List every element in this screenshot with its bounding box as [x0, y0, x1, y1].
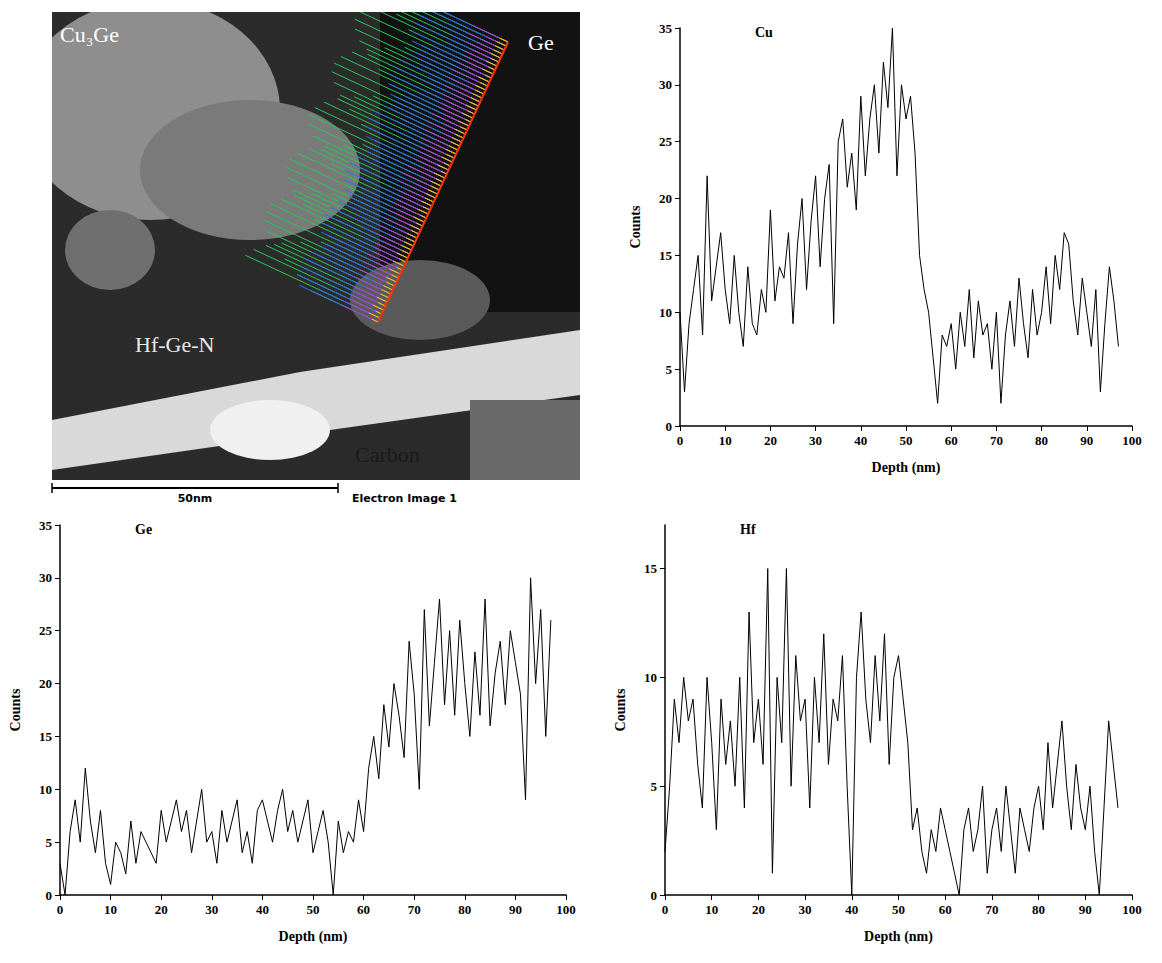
svg-text:0: 0	[57, 902, 64, 917]
svg-text:90: 90	[509, 902, 522, 917]
svg-text:20: 20	[39, 676, 52, 691]
svg-text:30: 30	[39, 570, 52, 585]
svg-text:0: 0	[677, 433, 684, 448]
svg-text:25: 25	[659, 134, 673, 149]
svg-text:20: 20	[752, 902, 765, 917]
svg-text:0: 0	[46, 888, 53, 903]
svg-text:Counts: Counts	[613, 688, 628, 731]
svg-text:Counts: Counts	[628, 205, 643, 248]
svg-text:60: 60	[357, 902, 370, 917]
svg-text:10: 10	[39, 782, 52, 797]
svg-text:35: 35	[659, 21, 673, 36]
svg-text:0: 0	[651, 888, 658, 903]
svg-text:10: 10	[104, 902, 117, 917]
svg-text:70: 70	[985, 902, 998, 917]
svg-text:40: 40	[845, 902, 858, 917]
svg-text:5: 5	[46, 835, 53, 850]
svg-text:30: 30	[205, 902, 218, 917]
svg-text:70: 70	[990, 433, 1003, 448]
svg-text:50: 50	[307, 902, 320, 917]
svg-text:5: 5	[666, 362, 673, 377]
svg-text:10: 10	[705, 902, 718, 917]
svg-text:30: 30	[809, 433, 822, 448]
svg-text:10: 10	[644, 670, 657, 685]
svg-text:Electron Image 1: Electron Image 1	[352, 492, 457, 505]
svg-text:25: 25	[39, 623, 53, 638]
svg-text:80: 80	[1035, 433, 1048, 448]
svg-text:70: 70	[408, 902, 421, 917]
svg-text:40: 40	[256, 902, 269, 917]
svg-text:15: 15	[659, 248, 673, 263]
svg-text:20: 20	[659, 191, 672, 206]
svg-text:35: 35	[39, 518, 53, 533]
svg-text:60: 60	[939, 902, 952, 917]
svg-text:Carbon: Carbon	[355, 442, 420, 467]
svg-text:Counts: Counts	[8, 688, 23, 731]
svg-text:5: 5	[651, 779, 658, 794]
svg-text:60: 60	[945, 433, 958, 448]
svg-text:90: 90	[1079, 902, 1092, 917]
svg-text:Hf-Ge-N: Hf-Ge-N	[135, 332, 215, 357]
svg-text:20: 20	[764, 433, 777, 448]
svg-text:50: 50	[892, 902, 905, 917]
svg-text:30: 30	[799, 902, 812, 917]
svg-text:100: 100	[1122, 902, 1142, 917]
svg-text:50: 50	[900, 433, 913, 448]
svg-text:Ge: Ge	[528, 30, 554, 55]
svg-text:40: 40	[854, 433, 867, 448]
svg-text:0: 0	[662, 902, 669, 917]
svg-text:10: 10	[659, 305, 672, 320]
svg-text:20: 20	[155, 902, 168, 917]
svg-text:Cu₃Ge: Cu₃Ge	[60, 22, 119, 47]
svg-text:10: 10	[719, 433, 732, 448]
svg-text:Cu: Cu	[755, 25, 773, 40]
svg-text:90: 90	[1080, 433, 1093, 448]
svg-text:0: 0	[666, 419, 673, 434]
svg-text:50nm: 50nm	[178, 492, 213, 505]
svg-text:100: 100	[1122, 433, 1142, 448]
svg-text:30: 30	[659, 77, 672, 92]
svg-text:100: 100	[556, 902, 576, 917]
svg-text:Ge: Ge	[135, 522, 152, 537]
svg-text:80: 80	[458, 902, 471, 917]
svg-text:Depth (nm): Depth (nm)	[279, 929, 348, 945]
svg-text:80: 80	[1032, 902, 1045, 917]
svg-text:15: 15	[39, 729, 53, 744]
svg-text:Depth (nm): Depth (nm)	[864, 929, 933, 945]
svg-text:Hf: Hf	[740, 522, 756, 537]
svg-text:Depth (nm): Depth (nm)	[872, 460, 941, 476]
svg-text:15: 15	[644, 561, 658, 576]
